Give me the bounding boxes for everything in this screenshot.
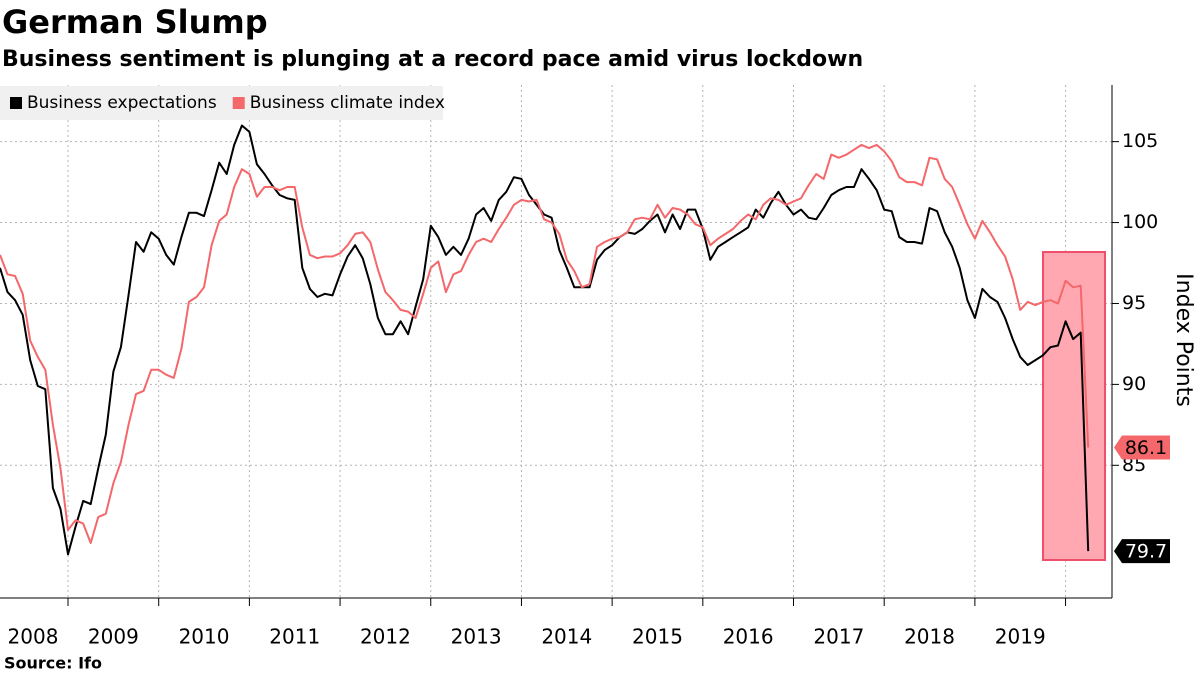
highlight-box xyxy=(1042,251,1106,561)
end-label-box xyxy=(1114,539,1170,564)
end-label: 86.1 xyxy=(1125,437,1167,459)
source: Source: Ifo xyxy=(4,654,102,673)
y-tick-label: 95 xyxy=(1122,292,1146,314)
x-tick-label: 2016 xyxy=(723,625,774,649)
y-axis-label: Index Points xyxy=(1171,273,1196,407)
x-tick-label: 2009 xyxy=(88,625,139,649)
x-tick-label: 2011 xyxy=(269,625,320,649)
series-line xyxy=(0,143,1090,544)
x-tick-label: 2018 xyxy=(904,625,955,649)
x-tick-label: 2014 xyxy=(541,625,592,649)
legend-swatch xyxy=(10,97,22,109)
legend-box xyxy=(0,86,443,120)
legend-label: Business climate index xyxy=(250,93,445,113)
chart-title: German Slump xyxy=(2,3,268,41)
chart-subtitle: Business sentiment is plunging at a reco… xyxy=(2,47,863,72)
x-tick-label: 2012 xyxy=(360,625,411,649)
x-tick-label: 2017 xyxy=(813,625,864,649)
end-label: 79.7 xyxy=(1125,541,1167,563)
end-label-box xyxy=(1114,435,1170,460)
legend-label: Business expectations xyxy=(27,93,217,113)
y-tick-label: 90 xyxy=(1122,373,1146,395)
x-tick-label: 2010 xyxy=(179,625,230,649)
y-tick-label: 100 xyxy=(1122,211,1158,233)
x-tick-label: 2013 xyxy=(451,625,502,649)
x-tick-label: 2019 xyxy=(995,625,1046,649)
y-tick-label: 105 xyxy=(1122,130,1158,152)
series-line xyxy=(0,124,1090,556)
x-tick-label: 2008 xyxy=(8,625,59,649)
x-tick-label: 2015 xyxy=(632,625,683,649)
legend-swatch xyxy=(232,97,245,109)
